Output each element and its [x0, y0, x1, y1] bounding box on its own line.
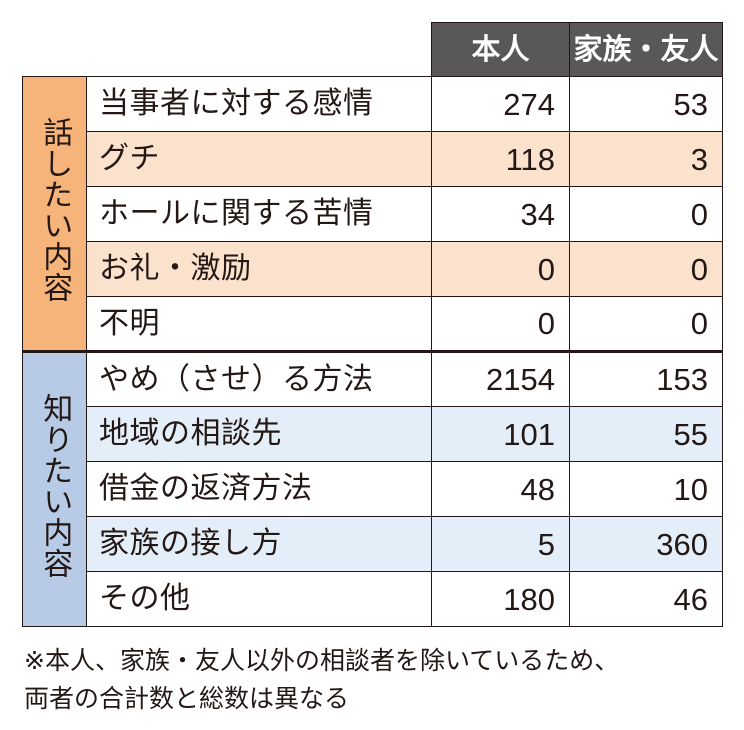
footnote-line-2: 両者の合計数と総数は異なる [24, 684, 350, 713]
row-label: 借金の返済方法 [86, 461, 432, 517]
cell-self: 118 [431, 131, 570, 187]
cell-family: 0 [569, 296, 723, 352]
row-label: 家族の接し方 [86, 516, 432, 572]
group-label-talk: 話したい内容 [22, 76, 87, 352]
consultation-table: 本人 家族・友人 話したい内容 当事者に対する感情 274 53 グチ 118 … [22, 22, 723, 627]
cell-self: 274 [431, 76, 570, 132]
column-header-self: 本人 [431, 22, 570, 77]
group-label-know-text: 知りたい内容 [37, 392, 73, 579]
table-row: お礼・激励 0 0 [23, 241, 723, 297]
cell-self: 180 [431, 571, 570, 627]
table-row: グチ 118 3 [23, 131, 723, 187]
cell-self: 48 [431, 461, 570, 517]
group-label-talk-text: 話したい内容 [37, 116, 73, 303]
cell-family: 0 [569, 241, 723, 297]
table-header-row: 本人 家族・友人 [22, 22, 723, 77]
cell-self: 34 [431, 186, 570, 242]
cell-self: 101 [431, 406, 570, 462]
cell-self: 5 [431, 516, 570, 572]
group-label-know: 知りたい内容 [22, 350, 87, 627]
table-row: ホールに関する苦情 34 0 [23, 186, 723, 242]
table-row: 地域の相談先 101 55 [23, 406, 723, 462]
cell-family: 0 [569, 186, 723, 242]
cell-family: 46 [569, 571, 723, 627]
row-label: 不明 [86, 296, 432, 352]
row-label: 当事者に対する感情 [86, 76, 432, 132]
cell-self: 0 [431, 241, 570, 297]
table-row: その他 180 46 [23, 571, 723, 627]
table-row: 不明 0 0 [23, 296, 723, 352]
cell-family: 360 [569, 516, 723, 572]
cell-family: 55 [569, 406, 723, 462]
cell-self: 0 [431, 296, 570, 352]
cell-family: 10 [569, 461, 723, 517]
column-header-family-friends: 家族・友人 [569, 22, 723, 77]
table-row: 知りたい内容 やめ（させ）る方法 2154 153 [22, 350, 723, 627]
table-row: 借金の返済方法 48 10 [23, 461, 723, 517]
table-row: 話したい内容 当事者に対する感情 274 53 [22, 76, 723, 352]
cell-family: 153 [569, 350, 723, 407]
row-label: その他 [86, 571, 432, 627]
row-label: やめ（させ）る方法 [86, 350, 432, 407]
table-row: 家族の接し方 5 360 [23, 516, 723, 572]
footnote-line-1: ※本人、家族・友人以外の相談者を除いているため、 [24, 646, 620, 675]
footnote: ※本人、家族・友人以外の相談者を除いているため、 両者の合計数と総数は異なる [24, 642, 619, 718]
header-blank-cell [22, 22, 432, 77]
row-label: ホールに関する苦情 [86, 186, 432, 242]
cell-family: 53 [569, 76, 723, 132]
cell-self: 2154 [431, 350, 570, 407]
row-label: お礼・激励 [86, 241, 432, 297]
cell-family: 3 [569, 131, 723, 187]
row-label: 地域の相談先 [86, 406, 432, 462]
row-label: グチ [86, 131, 432, 187]
